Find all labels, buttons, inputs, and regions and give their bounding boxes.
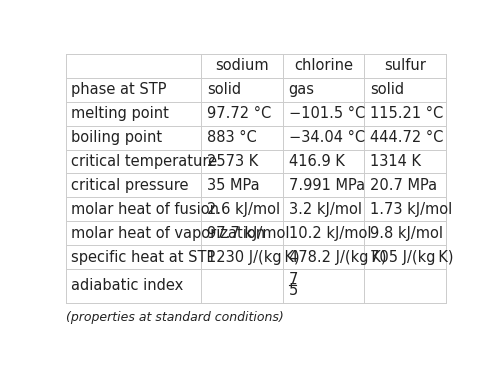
- Text: solid: solid: [370, 82, 404, 97]
- Text: 35 MPa: 35 MPa: [207, 178, 260, 193]
- Text: boiling point: boiling point: [71, 130, 162, 145]
- Text: −101.5 °C: −101.5 °C: [288, 106, 365, 121]
- Text: 9.8 kJ/mol: 9.8 kJ/mol: [370, 226, 444, 241]
- Text: sodium: sodium: [215, 58, 269, 73]
- Text: 416.9 K: 416.9 K: [288, 154, 344, 169]
- Text: chlorine: chlorine: [294, 58, 353, 73]
- Text: 7.991 MPa: 7.991 MPa: [288, 178, 365, 193]
- Text: 705 J/(kg K): 705 J/(kg K): [370, 250, 454, 265]
- Text: 5: 5: [288, 283, 298, 298]
- Text: 2573 K: 2573 K: [207, 154, 258, 169]
- Text: adiabatic index: adiabatic index: [71, 279, 184, 294]
- Text: critical temperature: critical temperature: [71, 154, 217, 169]
- Text: 478.2 J/(kg K): 478.2 J/(kg K): [288, 250, 386, 265]
- Text: 1314 K: 1314 K: [370, 154, 422, 169]
- Text: 2.6 kJ/mol: 2.6 kJ/mol: [207, 202, 280, 217]
- Text: 97.7 kJ/mol: 97.7 kJ/mol: [207, 226, 290, 241]
- Text: 3.2 kJ/mol: 3.2 kJ/mol: [288, 202, 362, 217]
- Text: sulfur: sulfur: [384, 58, 426, 73]
- Text: molar heat of vaporization: molar heat of vaporization: [71, 226, 265, 241]
- Text: gas: gas: [288, 82, 314, 97]
- Text: 1.73 kJ/mol: 1.73 kJ/mol: [370, 202, 452, 217]
- Text: (properties at standard conditions): (properties at standard conditions): [66, 311, 284, 324]
- Text: 1230 J/(kg K): 1230 J/(kg K): [207, 250, 300, 265]
- Text: critical pressure: critical pressure: [71, 178, 188, 193]
- Text: −34.04 °C: −34.04 °C: [288, 130, 365, 145]
- Text: 7: 7: [288, 272, 298, 287]
- Text: specific heat at STP: specific heat at STP: [71, 250, 216, 265]
- Text: 97.72 °C: 97.72 °C: [207, 106, 271, 121]
- Text: phase at STP: phase at STP: [71, 82, 166, 97]
- Text: 444.72 °C: 444.72 °C: [370, 130, 444, 145]
- Text: melting point: melting point: [71, 106, 169, 121]
- Text: 20.7 MPa: 20.7 MPa: [370, 178, 438, 193]
- Text: solid: solid: [207, 82, 241, 97]
- Text: 883 °C: 883 °C: [207, 130, 256, 145]
- Text: 115.21 °C: 115.21 °C: [370, 106, 444, 121]
- Text: 10.2 kJ/mol: 10.2 kJ/mol: [288, 226, 371, 241]
- Text: molar heat of fusion: molar heat of fusion: [71, 202, 219, 217]
